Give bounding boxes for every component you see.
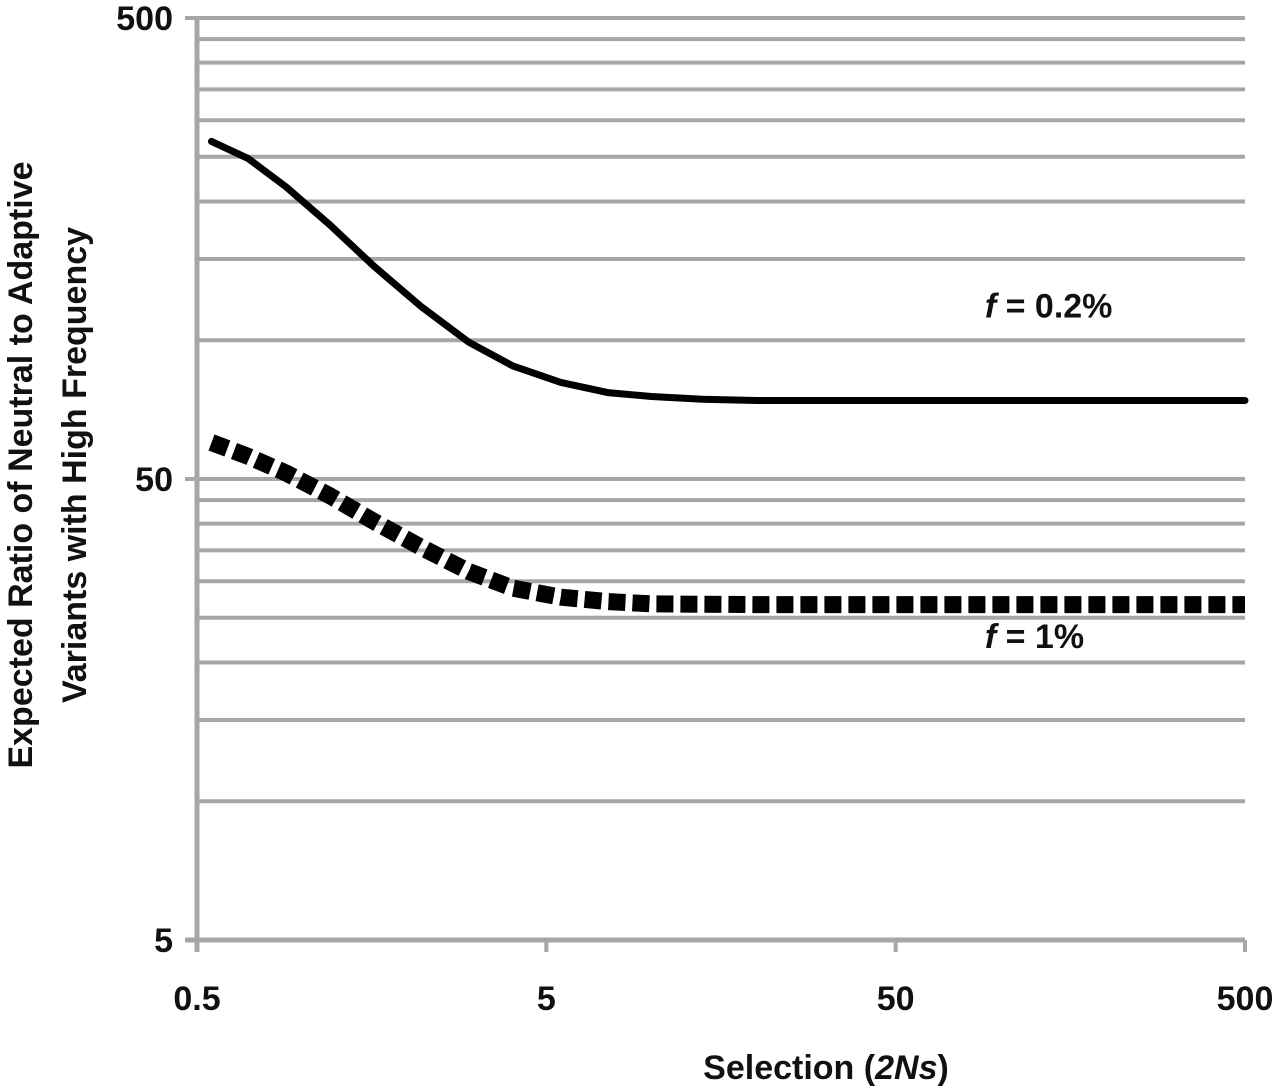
series-label-2: f = 1% bbox=[985, 618, 1084, 656]
x-tick-label: 500 bbox=[1217, 980, 1274, 1018]
x-axis-ticks: 0.5 5 50 500 bbox=[173, 940, 1273, 1018]
series-label-1: f = 0.2% bbox=[985, 288, 1113, 326]
series-label-rest: = 0.2% bbox=[996, 288, 1112, 326]
y-tick-label: 50 bbox=[135, 461, 173, 499]
y-axis-ticks: 5 50 500 bbox=[116, 0, 197, 960]
series-label-rest: = 1% bbox=[996, 618, 1084, 656]
series-annotations: f = 0.2%f = 1% bbox=[985, 288, 1113, 656]
y-axis-title: Expected Ratio of Neutral to Adaptive Va… bbox=[2, 161, 94, 768]
x-axis-title-prefix: Selection ( bbox=[703, 1049, 876, 1087]
x-axis-title-italic: 2Ns bbox=[874, 1049, 937, 1087]
series-line-2 bbox=[208, 434, 1245, 614]
x-tick-label: 5 bbox=[537, 980, 556, 1018]
x-tick-label: 0.5 bbox=[173, 980, 220, 1018]
series-label-italic: f bbox=[985, 288, 1000, 326]
series-label-italic: f bbox=[985, 618, 1000, 656]
x-axis-title-suffix: ) bbox=[937, 1049, 948, 1087]
y-axis-title-line-2: Variants with High Frequency bbox=[56, 227, 94, 703]
series bbox=[208, 137, 1249, 614]
series-line-1 bbox=[208, 137, 1249, 404]
x-axis-title: Selection (2Ns) bbox=[703, 1049, 949, 1087]
grid-lines bbox=[197, 16, 1245, 804]
x-tick-label: 50 bbox=[877, 980, 915, 1018]
y-tick-label: 5 bbox=[154, 922, 173, 960]
y-tick-label: 500 bbox=[116, 0, 173, 38]
y-axis-title-line-1: Expected Ratio of Neutral to Adaptive bbox=[2, 161, 40, 768]
axes bbox=[185, 16, 1245, 952]
